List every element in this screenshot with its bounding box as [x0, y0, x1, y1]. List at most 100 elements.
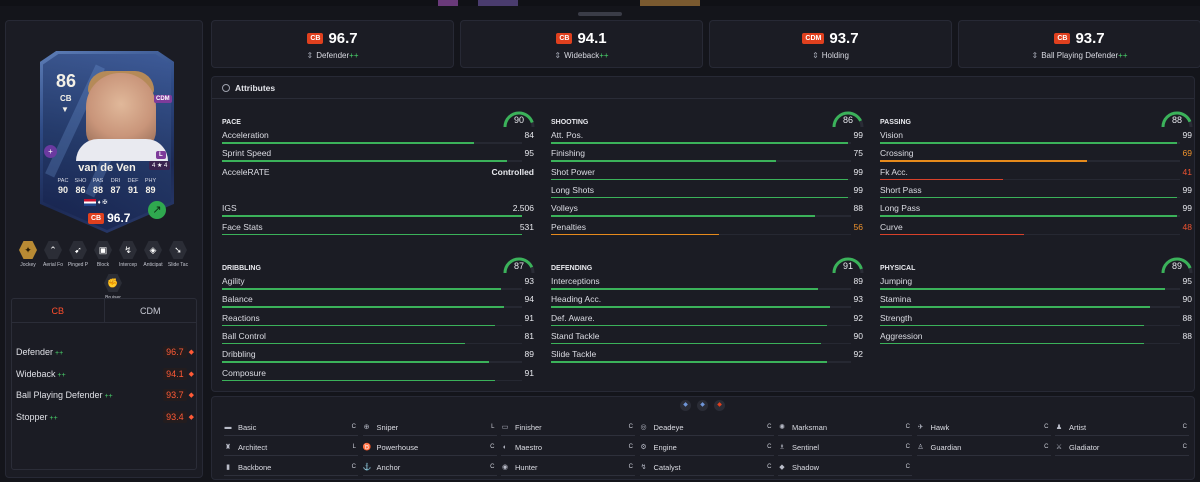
- attribute-row: Agility 93: [222, 275, 538, 293]
- chem-style-basic[interactable]: ▬ Basic C: [224, 419, 358, 436]
- role-name: Wideback ++: [16, 369, 66, 379]
- position-role-row[interactable]: Defender ++ 96.7 ◆: [16, 343, 194, 361]
- chem-style-anchor[interactable]: ⚓ Anchor C: [362, 459, 497, 476]
- chem-style-hunter[interactable]: ◉ Hunter C: [501, 459, 635, 476]
- role-value: 93.4 ◆: [163, 410, 194, 423]
- attribute-label: Heading Acc.: [551, 294, 602, 305]
- attribute-label: Fk Acc.: [880, 166, 908, 177]
- chem-style-hawk[interactable]: ✈ Hawk C: [916, 419, 1051, 436]
- card-stat-value: 89: [145, 185, 156, 195]
- playstyle-aerial-fo[interactable]: ⌃ Aerial Fo: [41, 241, 65, 268]
- attribute-gauge-value: 86: [842, 115, 853, 125]
- attribute-group-title: SHOOTING: [551, 119, 589, 126]
- chem-style-grade: C: [905, 444, 910, 450]
- playstyle-slide-tac[interactable]: ➘ Slide Tac: [166, 241, 190, 268]
- chem-style-guardian[interactable]: ♙ Guardian C: [916, 439, 1051, 456]
- chem-style-name: Deadeye: [653, 422, 684, 432]
- role-box[interactable]: CB 94.1 ⇕ Wideback++: [460, 20, 703, 68]
- attribute-gauge: 86: [831, 107, 865, 129]
- drag-handle[interactable]: [578, 12, 622, 16]
- chem-style-name: Maestro: [515, 442, 543, 452]
- chem-style-deadeye[interactable]: ◎ Deadeye C: [639, 419, 774, 436]
- chem-style-grade: C: [1044, 424, 1049, 430]
- playstyle-anticipat[interactable]: ◈ Anticipat: [141, 241, 165, 268]
- attribute-row: Balance 94: [222, 293, 538, 311]
- attribute-bar: [551, 178, 848, 181]
- playstyle-bruiser[interactable]: ✊ Bruiser: [101, 274, 125, 301]
- attribute-value: 99: [853, 166, 863, 177]
- chem-style-finisher[interactable]: ▭ Finisher C: [501, 419, 635, 436]
- attribute-row: Fk Acc. 41: [880, 166, 1196, 184]
- role-box-name: ⇕ Wideback++: [461, 51, 702, 60]
- attribute-row: Penalties 56: [551, 221, 867, 239]
- role-box[interactable]: CB 93.7 ⇕ Ball Playing Defender++: [958, 20, 1200, 68]
- role-icon: ⇕: [554, 51, 562, 60]
- attribute-row: Long Shots 99: [551, 184, 867, 202]
- chem-style-maestro[interactable]: ◐ Maestro C: [501, 439, 635, 456]
- chem-style-shadow[interactable]: ◆ Shadow C: [778, 459, 912, 476]
- role-plus: ++: [57, 371, 66, 379]
- sniper-icon: ⊕: [363, 424, 370, 431]
- chem-style-backbone[interactable]: ▮ Backbone C: [224, 459, 358, 476]
- chem-style-catalyst[interactable]: ↯ Catalyst C: [639, 459, 774, 476]
- attribute-bar-track: [880, 178, 1180, 181]
- playstyle-label: Aerial Fo: [42, 262, 63, 268]
- position-role-row[interactable]: Ball Playing Defender ++ 93.7 ◆: [16, 386, 194, 404]
- chem-icon: ◆: [188, 392, 194, 399]
- chem-style-sentinel[interactable]: ♗ Sentinel C: [778, 439, 912, 456]
- attribute-bar: [880, 196, 1177, 199]
- card-stat-label: DRI: [110, 178, 121, 184]
- attribute-label: Aggression: [880, 330, 923, 341]
- playstyle-pinged-p[interactable]: ➹ Pinged P: [66, 241, 90, 268]
- chem-style-name: Architect: [238, 442, 268, 452]
- attribute-value: 81: [524, 330, 534, 341]
- league-icon: ♦: [97, 200, 103, 207]
- chem-style-grade: C: [767, 424, 772, 430]
- role-box[interactable]: CB 96.7 ⇕ Defender++: [211, 20, 454, 68]
- position-role-row[interactable]: Wideback ++ 94.1 ◆: [16, 365, 194, 383]
- role-icon: ⇕: [1031, 51, 1039, 60]
- attribute-label: Slide Tackle: [551, 349, 597, 360]
- attribute-label: Crossing: [880, 148, 914, 159]
- attribute-bar: [551, 324, 827, 327]
- chem-style-architect[interactable]: ♜ Architect L: [224, 439, 358, 456]
- role-box-badge: CB: [307, 33, 324, 44]
- role-box-plus: ++: [1118, 51, 1128, 60]
- card-stat-value: 86: [75, 185, 86, 195]
- tab-cb[interactable]: CB: [51, 306, 64, 316]
- chem-style-marksman[interactable]: ✺ Marksman C: [778, 419, 912, 436]
- chem-style-name: Backbone: [238, 462, 272, 472]
- position-role-row[interactable]: Stopper ++ 93.4 ◆: [16, 408, 194, 426]
- playstyle-jockey[interactable]: ✦ Jockey: [16, 241, 40, 268]
- chem-style-artist[interactable]: ♟ Artist C: [1055, 419, 1189, 436]
- attribute-gauge: 87: [502, 253, 536, 275]
- attribute-label: Interceptions: [551, 276, 600, 286]
- playstyle-label: Jockey: [20, 262, 36, 268]
- chem-style-powerhouse[interactable]: ♉ Powerhouse C: [362, 439, 497, 456]
- basic-icon: ▬: [224, 423, 232, 431]
- chem-icon: ◆: [188, 370, 194, 378]
- chem-style-grade: C: [905, 424, 910, 430]
- attribute-row: Short Pass 99: [880, 184, 1196, 202]
- evolution-icon[interactable]: ↗: [148, 201, 166, 219]
- playstyle-block[interactable]: ▣ Block: [91, 241, 115, 268]
- playstyle-intercep[interactable]: ↯ Intercep: [116, 241, 140, 268]
- chem-style-engine[interactable]: ⚙ Engine C: [639, 439, 774, 456]
- player-card[interactable]: 86 CB ▼ CDM L 4 ★ 4 + van de Ven PAC 90 SH…: [40, 51, 174, 233]
- chem-style-sniper[interactable]: ⊕ Sniper L: [362, 419, 497, 436]
- attribute-row: Def. Aware. 92: [551, 312, 867, 330]
- attribute-group-title: PHYSICAL: [880, 265, 916, 272]
- attribute-group-passing: PASSING 88 Vision 99 Crossing 69 Fk Acc. 41 Shor…: [880, 111, 1196, 249]
- chem-style-gladiator[interactable]: ⚔ Gladiator C: [1055, 439, 1189, 456]
- tab-cdm[interactable]: CDM: [103, 299, 197, 322]
- attribute-row: Sprint Speed 95: [222, 147, 538, 165]
- chem-style-name: Marksman: [792, 422, 828, 432]
- alt-position-badge: CDM: [154, 95, 172, 103]
- role-box-badge: CB: [556, 33, 573, 44]
- role-box-label: Ball Playing Defender: [1041, 51, 1119, 60]
- card-flags: ♦ ✠: [84, 199, 107, 206]
- role-box[interactable]: CDM 93.7 ⇕ Holding: [709, 20, 952, 68]
- attribute-bar: [880, 306, 1150, 308]
- chem-style-grade: C: [490, 464, 495, 470]
- finisher-icon: ▭: [501, 424, 509, 431]
